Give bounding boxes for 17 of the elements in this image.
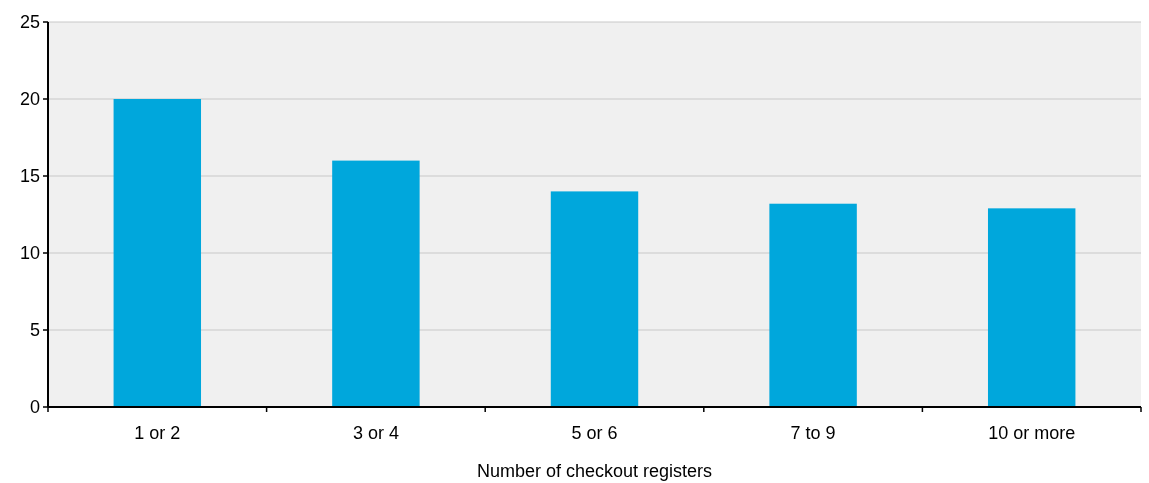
- bar: [332, 160, 420, 407]
- x-tick-label: 3 or 4: [352, 423, 399, 443]
- bar: [550, 191, 639, 407]
- y-tick-label: 25: [19, 12, 40, 33]
- x-tick-label: 7 to 9: [790, 423, 836, 443]
- y-tick-label: 0: [29, 397, 40, 418]
- y-tick-label: 20: [19, 89, 40, 110]
- y-tick-label: 5: [29, 320, 40, 341]
- bar: [987, 208, 1076, 407]
- y-tick-label: 15: [19, 166, 40, 187]
- x-tick-label: 10 or more: [988, 423, 1076, 443]
- x-tick-label: 5 or 6: [571, 423, 618, 443]
- bar: [769, 203, 857, 407]
- y-tick-label: 10: [19, 243, 40, 264]
- bar: [113, 99, 202, 407]
- x-tick-label: 1 or 2: [134, 423, 181, 443]
- x-axis-title: Number of checkout registers: [476, 461, 713, 481]
